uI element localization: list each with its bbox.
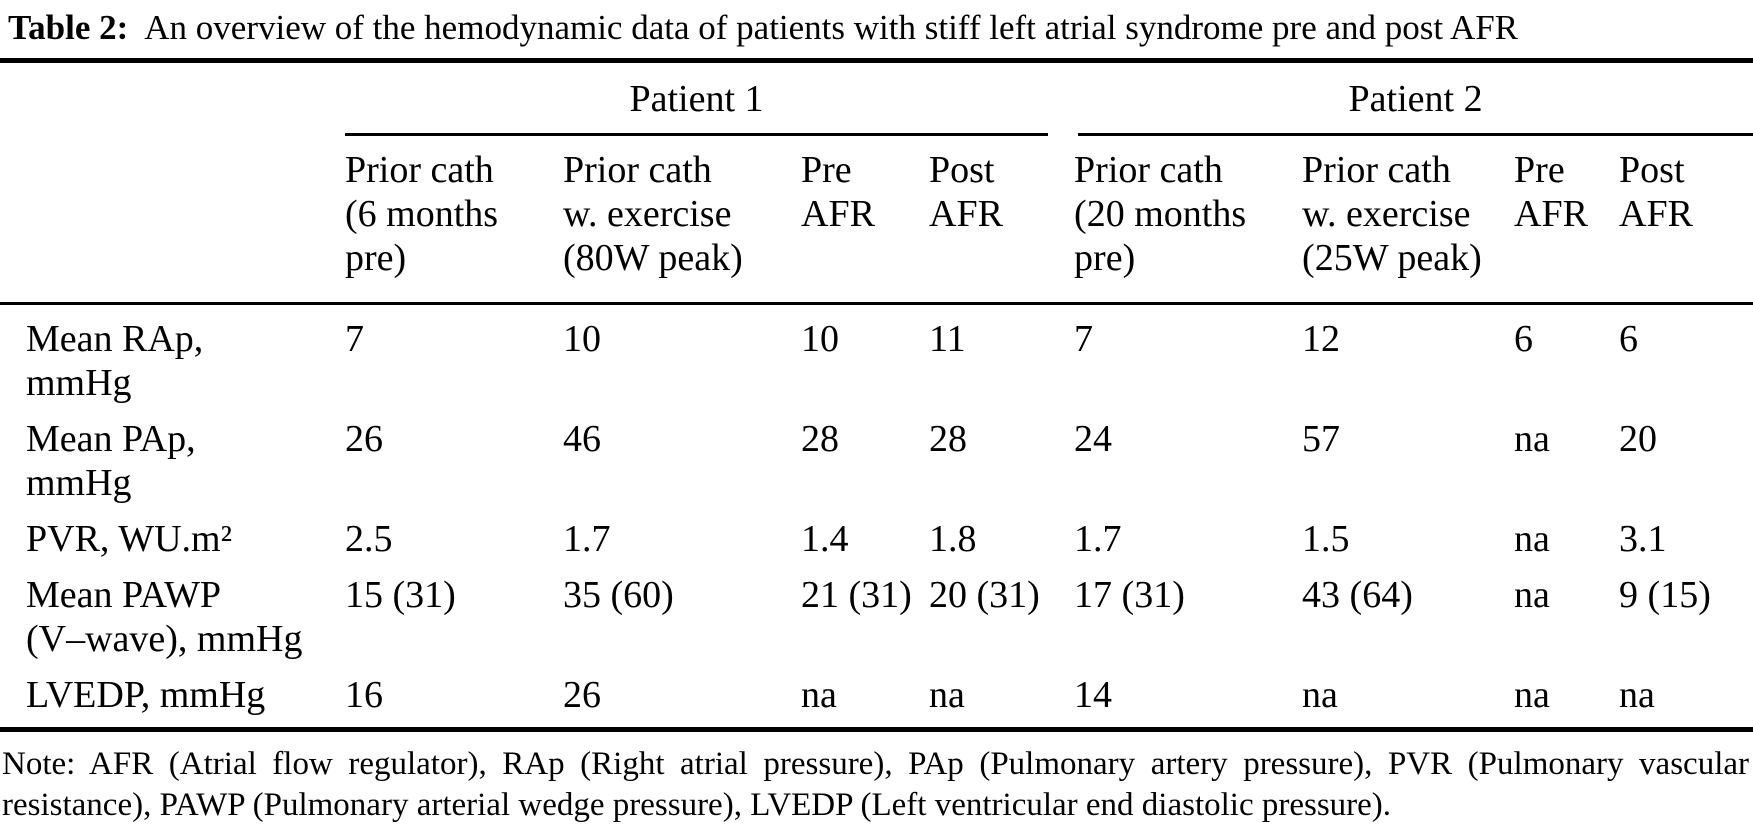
data-cell: 46 xyxy=(563,417,601,460)
data-cell: 7 xyxy=(345,317,364,360)
patient1-group-header: Patient 1 xyxy=(345,60,1074,136)
data-cell: na xyxy=(1514,574,1550,617)
patient1-group-label: Patient 1 xyxy=(345,77,1049,136)
data-cell: na xyxy=(1514,417,1550,460)
data-cell: 16 xyxy=(345,674,383,717)
data-cell: 11 xyxy=(929,317,966,360)
column-header-p2-prior-cath-exercise: Prior cath w. exercise (25W peak) xyxy=(1302,135,1515,305)
data-cell: 20 (31) xyxy=(929,574,1040,617)
data-cell: 14 xyxy=(1074,674,1113,717)
data-cell: 15 (31) xyxy=(345,574,456,617)
column-header-p1-post-afr: Post AFR xyxy=(929,135,1075,305)
data-cell: 1.7 xyxy=(1074,518,1122,561)
row-label: LVEDP, mmHg xyxy=(26,674,266,717)
data-cell: na xyxy=(1302,674,1338,717)
column-header-p2-prior-cath: Prior cath (20 months pre) xyxy=(1074,135,1303,305)
data-cell: 20 xyxy=(1619,417,1658,460)
data-cell: 35 (60) xyxy=(563,574,674,617)
row-label: PVR, WU.m² xyxy=(26,518,232,561)
data-cell: 57 xyxy=(1302,417,1341,460)
table-row-mean-pap: Mean PAp, mmHg 26 46 28 28 24 57 na 20 xyxy=(0,405,1753,505)
data-cell: na xyxy=(1514,674,1550,717)
data-cell: 10 xyxy=(563,317,601,360)
data-cell: na xyxy=(1619,674,1655,717)
row-label-header-empty xyxy=(0,135,345,305)
data-cell: 28 xyxy=(929,417,967,460)
data-cell: 6 xyxy=(1514,317,1534,360)
data-cell: 7 xyxy=(1074,317,1094,360)
column-header-p2-post-afr: Post AFR xyxy=(1619,135,1753,305)
data-cell: 6 xyxy=(1619,317,1639,360)
corner-empty-cell xyxy=(0,60,345,136)
row-label: Mean RAp, mmHg xyxy=(26,317,204,404)
data-cell: 12 xyxy=(1302,317,1341,360)
column-header-p1-pre-afr: Pre AFR xyxy=(801,135,929,305)
data-cell: 28 xyxy=(801,417,839,460)
table-row-pvr: PVR, WU.m² 2.5 1.7 1.4 1.8 1.7 1.5 na 3.… xyxy=(0,505,1753,561)
column-header-p1-prior-cath-exercise: Prior cath w. exercise (80W peak) xyxy=(563,135,801,305)
column-header-p1-prior-cath: Prior cath (6 months pre) xyxy=(345,135,563,305)
data-cell: 3.1 xyxy=(1619,518,1667,561)
data-cell: 26 xyxy=(345,417,383,460)
data-cell: 9 (15) xyxy=(1619,574,1711,617)
data-cell: 1.4 xyxy=(801,518,849,561)
data-cell: 1.8 xyxy=(929,518,977,561)
row-label: Mean PAWP (V–wave), mmHg xyxy=(26,574,303,661)
data-cell: 17 (31) xyxy=(1074,574,1185,617)
data-cell: na xyxy=(929,674,965,717)
patient2-group-label: Patient 2 xyxy=(1078,77,1753,136)
table-caption: Table 2: An overview of the hemodynamic d… xyxy=(0,0,1753,58)
patient-group-row: Patient 1 Patient 2 xyxy=(0,60,1753,136)
table-footnote: Note: AFR (Atrial flow regulator), RAp (… xyxy=(2,746,1749,823)
data-cell: 1.7 xyxy=(563,518,611,561)
data-cell: 1.5 xyxy=(1302,518,1350,561)
table-caption-number: Table 2: xyxy=(8,8,129,47)
column-header-row: Prior cath (6 months pre) Prior cath w. … xyxy=(0,135,1753,305)
data-cell: 2.5 xyxy=(345,518,393,561)
column-header-p2-pre-afr: Pre AFR xyxy=(1514,135,1620,305)
data-cell: 26 xyxy=(563,674,601,717)
data-cell: 10 xyxy=(801,317,839,360)
table-row-mean-pawp: Mean PAWP (V–wave), mmHg 15 (31) 35 (60)… xyxy=(0,561,1753,661)
table-row-lvedp: LVEDP, mmHg 16 26 na na 14 na na na xyxy=(0,661,1753,730)
patient2-group-header: Patient 2 xyxy=(1074,60,1753,136)
data-cell: 21 (31) xyxy=(801,574,912,617)
table-caption-text: An overview of the hemodynamic data of p… xyxy=(144,8,1519,47)
data-cell: na xyxy=(1514,518,1550,561)
data-cell: 24 xyxy=(1074,417,1113,460)
data-cell: 43 (64) xyxy=(1302,574,1413,617)
data-cell: na xyxy=(801,674,837,717)
hemodynamic-data-table: Patient 1 Patient 2 Prior cath (6 months… xyxy=(0,57,1753,733)
table-row-mean-rap: Mean RAp, mmHg 7 10 10 11 7 12 6 6 xyxy=(0,303,1753,405)
row-label: Mean PAp, mmHg xyxy=(26,417,196,505)
